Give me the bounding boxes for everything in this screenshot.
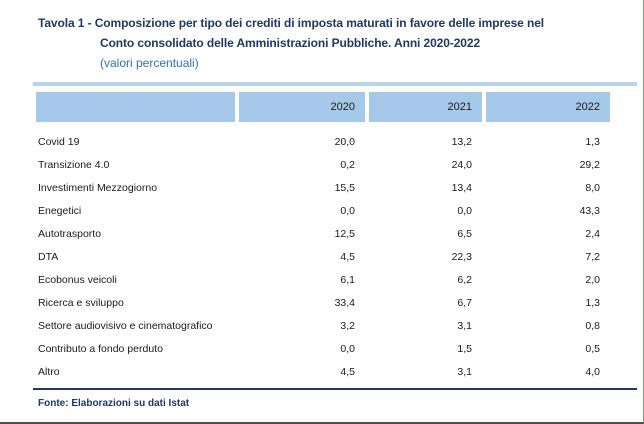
table-row: Settore audiovisivo e cinematografico 3,2… <box>36 315 610 338</box>
column-header-2022: 2022 <box>486 92 610 122</box>
column-header-2021: 2021 <box>369 92 482 122</box>
table-title-line-1: Tavola 1 - Composizione per tipo dei cre… <box>38 16 545 30</box>
row-label: Autotrasporto <box>38 228 102 240</box>
row-label: Enegetici <box>38 205 82 217</box>
row-value: 0,8 <box>585 320 600 332</box>
row-value: 3,1 <box>457 320 472 332</box>
table-row: Autotrasporto 12,5 6,5 2,4 <box>36 223 610 246</box>
row-value: 6,7 <box>457 297 472 309</box>
row-value: 0,0 <box>340 343 355 355</box>
row-label: Covid 19 <box>38 136 80 148</box>
row-value: 6,2 <box>457 274 472 286</box>
row-value: 13,2 <box>451 136 472 148</box>
row-label: Settore audiovisivo e cinematografico <box>38 320 213 332</box>
table-row: Contributo a fondo perduto 0,0 1,5 0,5 <box>36 338 610 361</box>
row-value: 0,2 <box>340 159 355 171</box>
row-value: 12,5 <box>334 228 355 240</box>
row-value: 0,0 <box>457 205 472 217</box>
row-label: Transizione 4.0 <box>38 159 110 171</box>
header-accent-strip <box>33 82 637 86</box>
table-row: Altro 4,5 3,1 4,0 <box>36 361 610 384</box>
row-value: 43,3 <box>579 205 600 217</box>
row-value: 15,5 <box>334 182 355 194</box>
table-row: Enegetici 0,0 0,0 43,3 <box>36 200 610 223</box>
table-row: Transizione 4.0 0,2 24,0 29,2 <box>36 154 610 177</box>
row-value: 29,2 <box>579 159 600 171</box>
row-value: 1,3 <box>585 136 600 148</box>
row-value: 1,5 <box>457 343 472 355</box>
row-value: 6,1 <box>340 274 355 286</box>
row-value: 13,4 <box>451 182 472 194</box>
row-label: Ecobonus veicoli <box>38 274 117 286</box>
column-header-category <box>36 92 235 122</box>
row-value: 4,5 <box>340 366 355 378</box>
row-value: 0,5 <box>585 343 600 355</box>
table-row: DTA 4,5 22,3 7,2 <box>36 246 610 269</box>
row-value: 4,5 <box>340 251 355 263</box>
row-value: 33,4 <box>334 297 355 309</box>
row-value: 7,2 <box>585 251 600 263</box>
table-bottom-rule <box>33 388 637 390</box>
table-row: Investimenti Mezzogiorno 15,5 13,4 8,0 <box>36 177 610 200</box>
table-row: Ricerca e sviluppo 33,4 6,7 1,3 <box>36 292 610 315</box>
row-label: Contributo a fondo perduto <box>38 343 163 355</box>
row-value: 1,3 <box>585 297 600 309</box>
row-label: Investimenti Mezzogiorno <box>38 182 158 194</box>
column-header-2020: 2020 <box>239 92 365 122</box>
table-row: Ecobonus veicoli 6,1 6,2 2,0 <box>36 269 610 292</box>
row-value: 20,0 <box>334 136 355 148</box>
table-title-line-2: Conto consolidato delle Amministrazioni … <box>100 36 481 50</box>
row-value: 6,5 <box>457 228 472 240</box>
row-value: 22,3 <box>451 251 472 263</box>
row-value: 4,0 <box>585 366 600 378</box>
row-value: 3,1 <box>457 366 472 378</box>
source-note: Fonte: Elaborazioni su dati Istat <box>38 398 190 409</box>
row-value: 8,0 <box>585 182 600 194</box>
row-label: DTA <box>38 251 59 263</box>
table-row: Covid 19 20,0 13,2 1,3 <box>36 131 610 154</box>
table-subtitle: (valori percentuali) <box>100 56 199 70</box>
row-value: 2,4 <box>585 228 600 240</box>
title-block: Tavola 1 - Composizione per tipo dei cre… <box>38 13 634 73</box>
row-value: 24,0 <box>451 159 472 171</box>
table-header-row: 2020 2021 2022 <box>36 92 610 122</box>
table-body: Covid 19 20,0 13,2 1,3 Transizione 4.0 0,2 24,… <box>36 131 610 384</box>
row-label: Ricerca e sviluppo <box>38 297 124 309</box>
row-label: Altro <box>38 366 60 378</box>
row-value: 0,0 <box>340 205 355 217</box>
row-value: 2,0 <box>585 274 600 286</box>
row-value: 3,2 <box>340 320 355 332</box>
